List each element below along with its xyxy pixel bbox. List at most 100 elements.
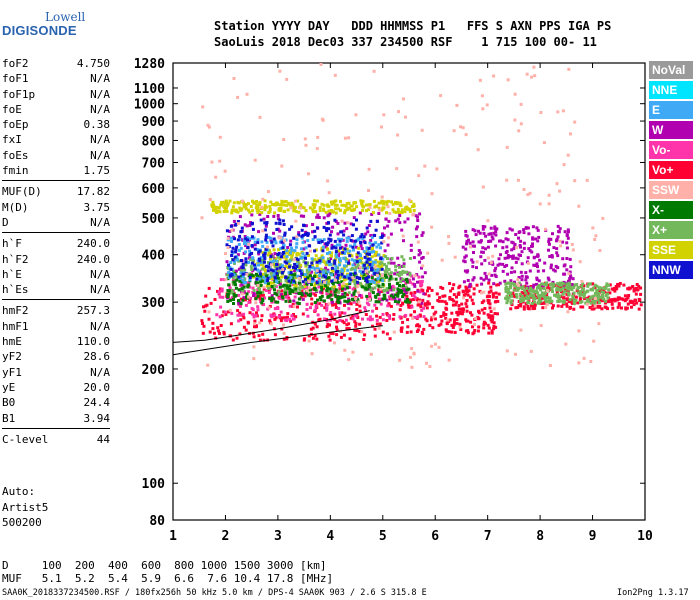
data-point <box>525 72 529 76</box>
data-point <box>377 300 381 304</box>
data-point <box>270 274 274 278</box>
data-point <box>563 290 567 294</box>
data-point <box>437 345 441 349</box>
data-point <box>275 228 279 231</box>
data-point <box>251 331 255 335</box>
data-point <box>381 297 385 301</box>
data-point <box>292 317 295 321</box>
data-point <box>273 333 277 337</box>
data-point <box>361 208 365 212</box>
data-point <box>220 287 224 291</box>
data-point <box>334 246 338 250</box>
data-point <box>566 228 570 232</box>
data-point <box>387 268 391 271</box>
data-point <box>264 264 268 268</box>
data-point <box>527 285 530 289</box>
data-point <box>486 219 490 223</box>
data-point <box>457 307 461 311</box>
data-point <box>304 291 308 295</box>
data-point <box>242 285 246 289</box>
data-point <box>381 199 385 203</box>
data-point <box>379 246 382 250</box>
data-point <box>505 263 509 267</box>
data-point <box>258 201 262 205</box>
data-point <box>416 219 420 222</box>
data-point <box>242 205 246 209</box>
data-point <box>416 280 419 284</box>
x-tick-label: 6 <box>431 529 439 544</box>
data-point <box>563 287 567 291</box>
data-point <box>477 229 480 233</box>
data-point <box>208 198 212 201</box>
data-point <box>365 294 369 298</box>
data-point <box>286 293 290 297</box>
data-point <box>282 323 285 327</box>
data-point <box>596 304 600 308</box>
param-row: hmE 110.0 <box>2 334 110 349</box>
data-point <box>228 308 232 312</box>
data-point <box>631 300 635 304</box>
data-point <box>420 279 424 283</box>
data-point <box>237 299 240 303</box>
data-point <box>330 202 334 206</box>
param-label: MUF(D) <box>2 185 42 199</box>
data-point <box>345 236 349 240</box>
data-point <box>456 310 460 314</box>
data-point <box>292 206 296 210</box>
data-point <box>370 279 374 283</box>
data-point <box>596 298 600 302</box>
data-point <box>347 358 351 362</box>
data-point <box>258 202 261 206</box>
data-point <box>248 210 252 214</box>
data-point <box>417 298 421 302</box>
data-point <box>390 288 394 292</box>
data-point <box>237 275 241 279</box>
data-point <box>369 286 373 290</box>
data-point <box>277 315 281 319</box>
data-point <box>513 245 517 249</box>
data-point <box>397 201 401 205</box>
data-point <box>251 256 255 260</box>
data-point <box>483 258 487 262</box>
data-point <box>337 254 340 257</box>
data-point <box>274 264 278 268</box>
data-point <box>481 246 485 250</box>
data-point <box>378 315 382 319</box>
data-point <box>401 234 405 238</box>
data-point <box>217 329 221 333</box>
data-point <box>214 209 218 213</box>
data-point <box>447 330 451 334</box>
data-point <box>366 266 370 270</box>
data-point <box>547 248 550 252</box>
data-point <box>386 199 390 203</box>
data-point <box>352 216 356 220</box>
data-point <box>498 281 502 285</box>
data-point <box>258 321 262 325</box>
data-point <box>369 239 373 242</box>
data-point <box>332 200 336 204</box>
data-point <box>378 322 382 326</box>
data-point <box>351 263 355 267</box>
data-point <box>367 207 371 211</box>
data-point <box>282 337 286 341</box>
data-point <box>373 327 377 331</box>
data-point <box>306 239 310 243</box>
data-point <box>325 243 329 246</box>
data-point <box>285 249 289 253</box>
data-point <box>597 287 601 291</box>
data-point <box>489 310 493 314</box>
data-point <box>521 285 525 289</box>
data-point <box>313 229 317 233</box>
data-point <box>324 284 328 288</box>
data-point <box>412 204 416 208</box>
data-point <box>239 230 243 234</box>
data-point <box>400 290 403 294</box>
data-point <box>416 323 420 327</box>
data-point <box>279 319 283 323</box>
data-point <box>315 281 319 285</box>
data-point <box>585 298 589 302</box>
data-point <box>546 296 549 299</box>
data-point <box>258 288 262 292</box>
data-point <box>238 311 242 315</box>
param-label: yE <box>2 380 16 394</box>
